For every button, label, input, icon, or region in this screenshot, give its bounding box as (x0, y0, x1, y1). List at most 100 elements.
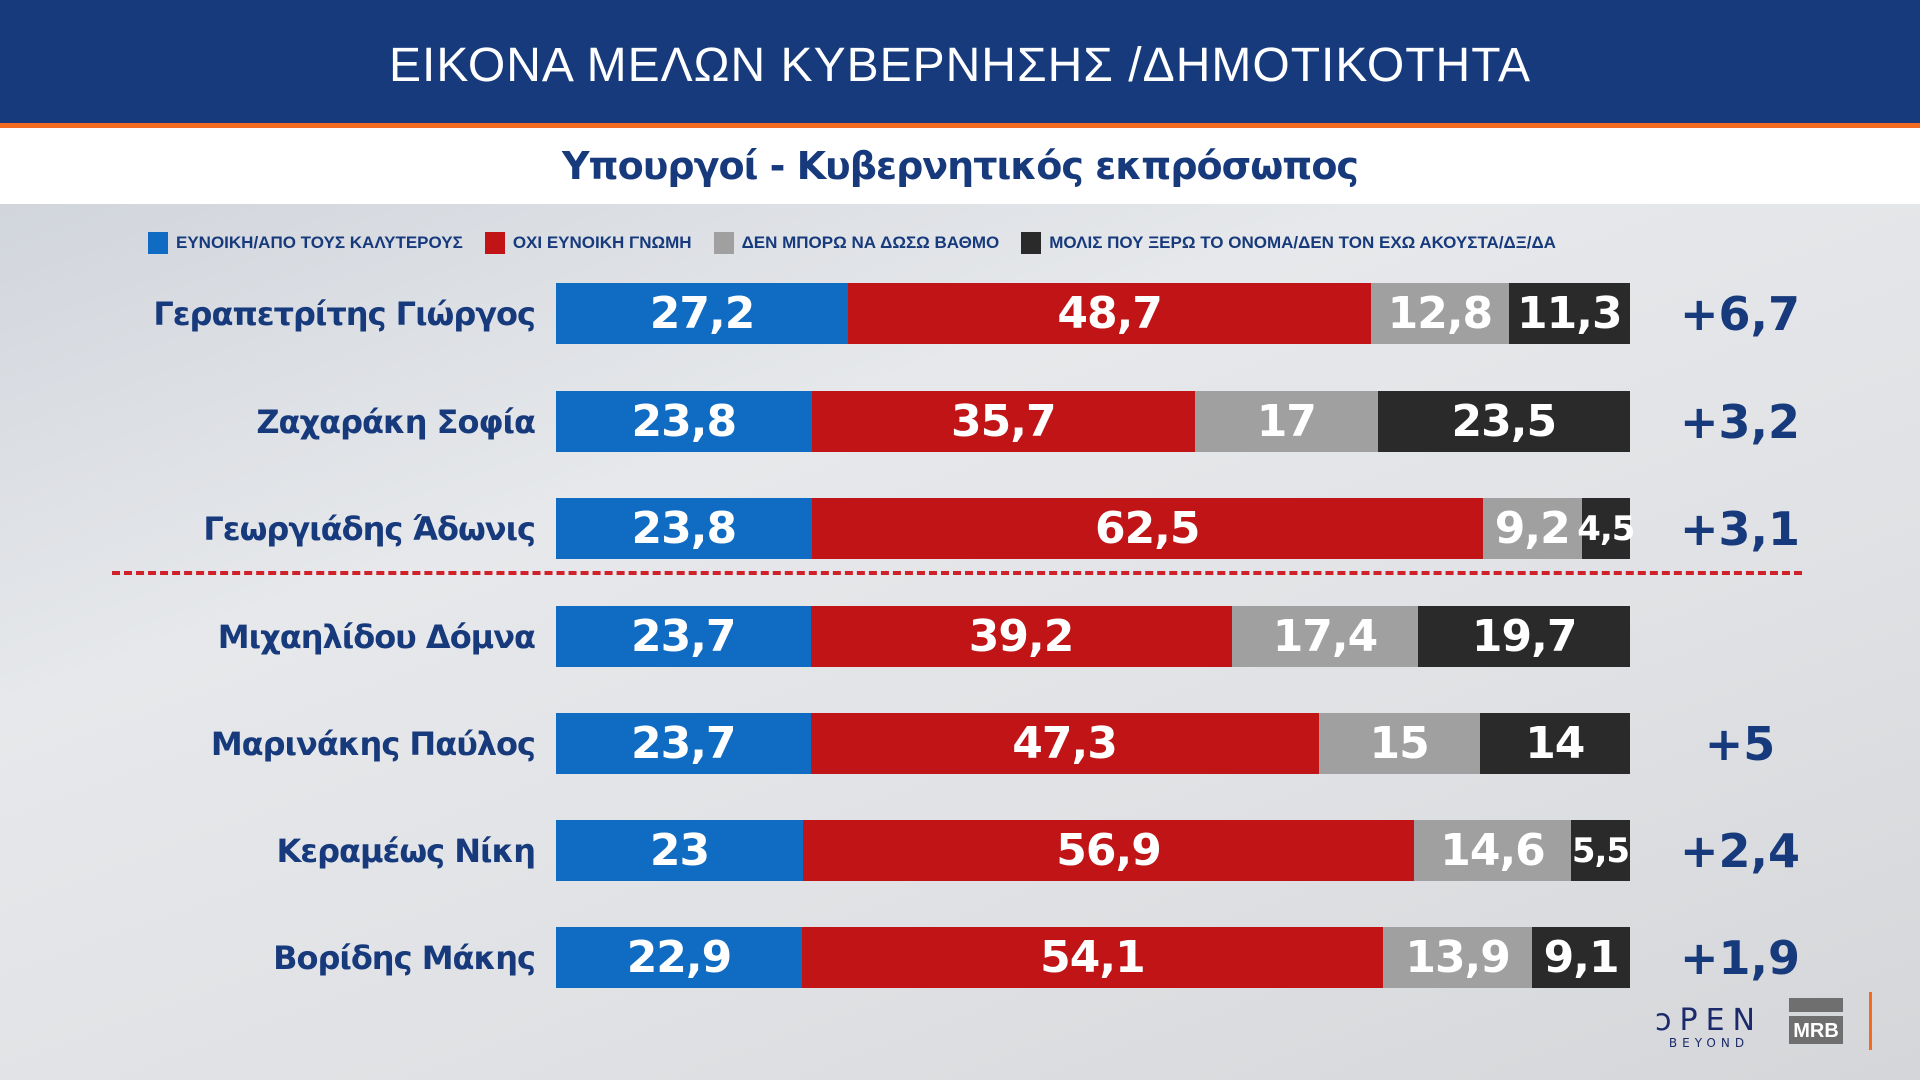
data-label: 62,5 (1094, 503, 1201, 554)
data-label: 39,2 (968, 611, 1075, 662)
legend-label: ΕΥΝΟΙΚΗ/ΑΠΟ ΤΟΥΣ ΚΑΛΥΤΕΡΟΥΣ (176, 233, 463, 252)
data-label: 5,5 (1571, 830, 1630, 871)
bar-segment: 56,9 (803, 820, 1415, 881)
legend-label: ΜΟΛΙΣ ΠΟΥ ΞΕΡΩ ΤΟ ΟΝΟΜΑ/ΔΕΝ ΤΟΝ ΕΧΩ ΑΚΟΥ… (1049, 233, 1556, 252)
category-label: Γεραπετρίτης Γιώργος (153, 294, 536, 333)
stacked-bar: 23,7 47,3 15 14 (556, 713, 1630, 774)
category-label: Μιχαηλίδου Δόμνα (217, 617, 536, 656)
subtitle-band: Υπουργοί - Κυβερνητικός εκπρόσωπος (0, 128, 1920, 204)
legend-item: ΜΟΛΙΣ ΠΟΥ ΞΕΡΩ ΤΟ ΟΝΟΜΑ/ΔΕΝ ΤΟΝ ΕΧΩ ΑΚΟΥ… (1021, 232, 1556, 254)
bar-segment: 27,2 (556, 283, 849, 344)
bar-segment: 23,7 (556, 713, 811, 774)
stacked-bar: 23,8 62,5 9,2 4,5 (556, 498, 1635, 559)
data-label: 4,5 (1577, 508, 1635, 549)
category-label: Μαρινάκης Παύλος (210, 724, 536, 763)
data-label: 54,1 (1040, 932, 1146, 983)
data-label: 14 (1525, 718, 1585, 769)
data-label: 23,8 (631, 396, 738, 447)
data-label: 23,7 (630, 718, 737, 769)
bar-segment: 11,3 (1508, 283, 1630, 344)
change-value: +1,9 (1679, 930, 1801, 985)
legend-swatch (484, 232, 505, 254)
data-label: 17 (1256, 396, 1317, 447)
data-label: 14,6 (1440, 825, 1546, 876)
chart-row: Ζαχαράκη Σοφία 23,8 35,7 17 23,5 +3,2 (0, 391, 1920, 452)
data-label: 35,7 (951, 396, 1057, 447)
change-value: +2,4 (1679, 823, 1801, 878)
data-label: 13,9 (1405, 932, 1511, 983)
data-label: 47,3 (1012, 718, 1118, 769)
separator-dashed-line (112, 571, 1802, 575)
data-label: 17,4 (1272, 611, 1379, 662)
change-value: +3,1 (1679, 501, 1801, 556)
bar-segment: 47,3 (810, 713, 1319, 774)
header-bar: ΕΙΚΟΝΑ ΜΕΛΩΝ ΚΥΒΕΡΝΗΣΗΣ /ΔΗΜΟΤΙΚΟΤΗΤΑ (0, 0, 1920, 123)
page-title: ΕΙΚΟΝΑ ΜΕΛΩΝ ΚΥΒΕΡΝΗΣΗΣ /ΔΗΜΟΤΙΚΟΤΗΤΑ (389, 39, 1531, 92)
chart-row: Κεραμέως Νίκη 23 56,9 14,6 5,5 +2,4 (0, 820, 1920, 881)
bar-segment: 15 (1318, 713, 1480, 774)
change-value (1660, 606, 1820, 667)
chart-row: Μιχαηλίδου Δόμνα 23,7 39,2 17,4 19,7 (0, 606, 1920, 667)
bar-segment: 12,8 (1371, 283, 1509, 344)
change-value: +6,7 (1679, 286, 1801, 341)
bar-segment: 23,8 (556, 498, 812, 559)
bar-segment: 54,1 (801, 927, 1383, 988)
data-label: 19,7 (1471, 611, 1578, 662)
data-label: 12,8 (1387, 288, 1494, 339)
legend-label: ΟΧΙ ΕΥΝΟΙΚΗ ΓΝΩΜΗ (512, 233, 692, 252)
data-label: 9,2 (1494, 503, 1571, 554)
legend-item: ΔΕΝ ΜΠΟΡΩ ΝΑ ΔΩΣΩ ΒΑΘΜΟ (713, 232, 1000, 254)
bar-segment: 9,2 (1482, 498, 1582, 559)
stacked-bar: 22,9 54,1 13,9 9,1 (556, 927, 1630, 988)
data-label: 56,9 (1056, 825, 1162, 876)
data-label: 15 (1369, 718, 1429, 769)
chart-row: Μαρινάκης Παύλος 23,7 47,3 15 14 +5 (0, 713, 1920, 774)
change-value: +5 (1704, 716, 1776, 771)
stacked-bar: 23,7 39,2 17,4 19,7 (556, 606, 1630, 667)
bar-segment: 48,7 (848, 283, 1372, 344)
data-label: 11,3 (1517, 288, 1623, 339)
chart-row: Γεραπετρίτης Γιώργος 27,2 48,7 12,8 11,3 +6,7 (0, 283, 1920, 344)
bar-segment: 4,5 (1577, 498, 1635, 559)
data-label: 23,5 (1451, 396, 1558, 447)
bar-segment: 62,5 (811, 498, 1483, 559)
legend-swatch (713, 232, 734, 254)
legend-swatch (1021, 232, 1042, 254)
chart-row: Βορίδης Μάκης 22,9 54,1 13,9 9,1 +1,9 (0, 927, 1920, 988)
change-value: +3,2 (1679, 394, 1801, 449)
bar-segment: 23,5 (1377, 391, 1630, 452)
category-label: Γεωργιάδης Άδωνις (203, 509, 536, 548)
legend-item: ΕΥΝΟΙΚΗ/ΑΠΟ ΤΟΥΣ ΚΑΛΥΤΕΡΟΥΣ (148, 232, 463, 254)
legend-swatch (148, 232, 168, 254)
bar-segment: 17,4 (1231, 606, 1419, 667)
header-divider (0, 123, 1920, 128)
stacked-bar: 27,2 48,7 12,8 11,3 (556, 283, 1630, 344)
chart-row: Γεωργιάδης Άδωνις 23,8 62,5 9,2 4,5 +3,1 (0, 498, 1920, 559)
data-label: 23,7 (630, 611, 737, 662)
bar-segment: 14 (1479, 713, 1630, 774)
bar-segment: 13,9 (1382, 927, 1533, 988)
category-label: Κεραμέως Νίκη (276, 831, 536, 870)
chart-subtitle: Υπουργοί - Κυβερνητικός εκπρόσωπος (562, 144, 1359, 188)
category-label: Βορίδης Μάκης (273, 938, 536, 977)
bar-segment: 23,8 (556, 391, 812, 452)
data-label: 23,8 (631, 503, 738, 554)
open-beyond-logo: ↄPEN BEYOND (1655, 1003, 1763, 1050)
stacked-bar: 23,8 35,7 17 23,5 (556, 391, 1630, 452)
data-label: 23 (649, 825, 710, 876)
legend-label: ΔΕΝ ΜΠΟΡΩ ΝΑ ΔΩΣΩ ΒΑΘΜΟ (741, 233, 1000, 252)
legend: ΕΥΝΟΙΚΗ/ΑΠΟ ΤΟΥΣ ΚΑΛΥΤΕΡΟΥΣ ΟΧΙ ΕΥΝΟΙΚΗ Γ… (148, 232, 1556, 254)
stacked-bar: 23 56,9 14,6 5,5 (556, 820, 1630, 881)
data-label: 27,2 (649, 288, 756, 339)
bar-segment: 19,7 (1418, 606, 1630, 667)
legend-item: ΟΧΙ ΕΥΝΟΙΚΗ ΓΝΩΜΗ (484, 232, 692, 254)
bar-segment: 17 (1195, 391, 1378, 452)
bar-segment: 22,9 (556, 927, 802, 988)
data-label: 9,1 (1543, 932, 1620, 983)
bar-segment: 5,5 (1570, 820, 1630, 881)
orange-accent-line (1869, 992, 1872, 1050)
bar-segment: 9,1 (1532, 927, 1630, 988)
bar-segment: 14,6 (1414, 820, 1571, 881)
bar-segment: 23 (556, 820, 804, 881)
bar-segment: 23,7 (556, 606, 811, 667)
